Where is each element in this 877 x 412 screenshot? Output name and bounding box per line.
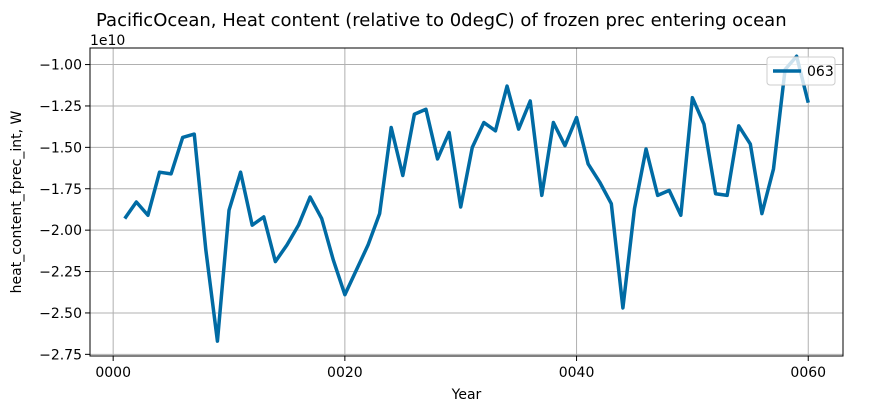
y-tick-label: −2.00 xyxy=(39,223,82,239)
x-tick-label: 0040 xyxy=(559,365,595,381)
y-tick-label: −1.00 xyxy=(39,58,82,74)
x-axis-label: Year xyxy=(451,387,482,403)
y-tick-label: −2.25 xyxy=(39,265,82,281)
grid-lines xyxy=(90,48,843,356)
axis-ticks: 0000 0020 0040 0060 −2.75 −2.50 −2.25 −2.00 −1.7… xyxy=(39,58,826,381)
x-tick-label: 0020 xyxy=(327,365,363,381)
chart-title: PacificOcean, Heat content (relative to … xyxy=(96,10,787,31)
y-tick-label: −2.50 xyxy=(39,306,82,322)
legend-entry-063: 063 xyxy=(807,64,834,80)
series-line-063 xyxy=(123,54,810,343)
y-tick-label: −1.25 xyxy=(39,99,82,115)
series-layer xyxy=(123,54,810,343)
y-tick-label: −1.50 xyxy=(39,140,82,156)
x-tick-label: 0000 xyxy=(95,365,131,381)
legend: 063 xyxy=(766,56,836,86)
y-tick-label: −2.75 xyxy=(39,347,82,363)
y-tick-label: −1.75 xyxy=(39,182,82,198)
x-tick-label: 0060 xyxy=(790,365,826,381)
plot-frame xyxy=(89,47,844,357)
y-axis-multiplier: 1e10 xyxy=(90,33,125,49)
y-axis-label: heat_content_fprec_int, W xyxy=(9,110,25,293)
